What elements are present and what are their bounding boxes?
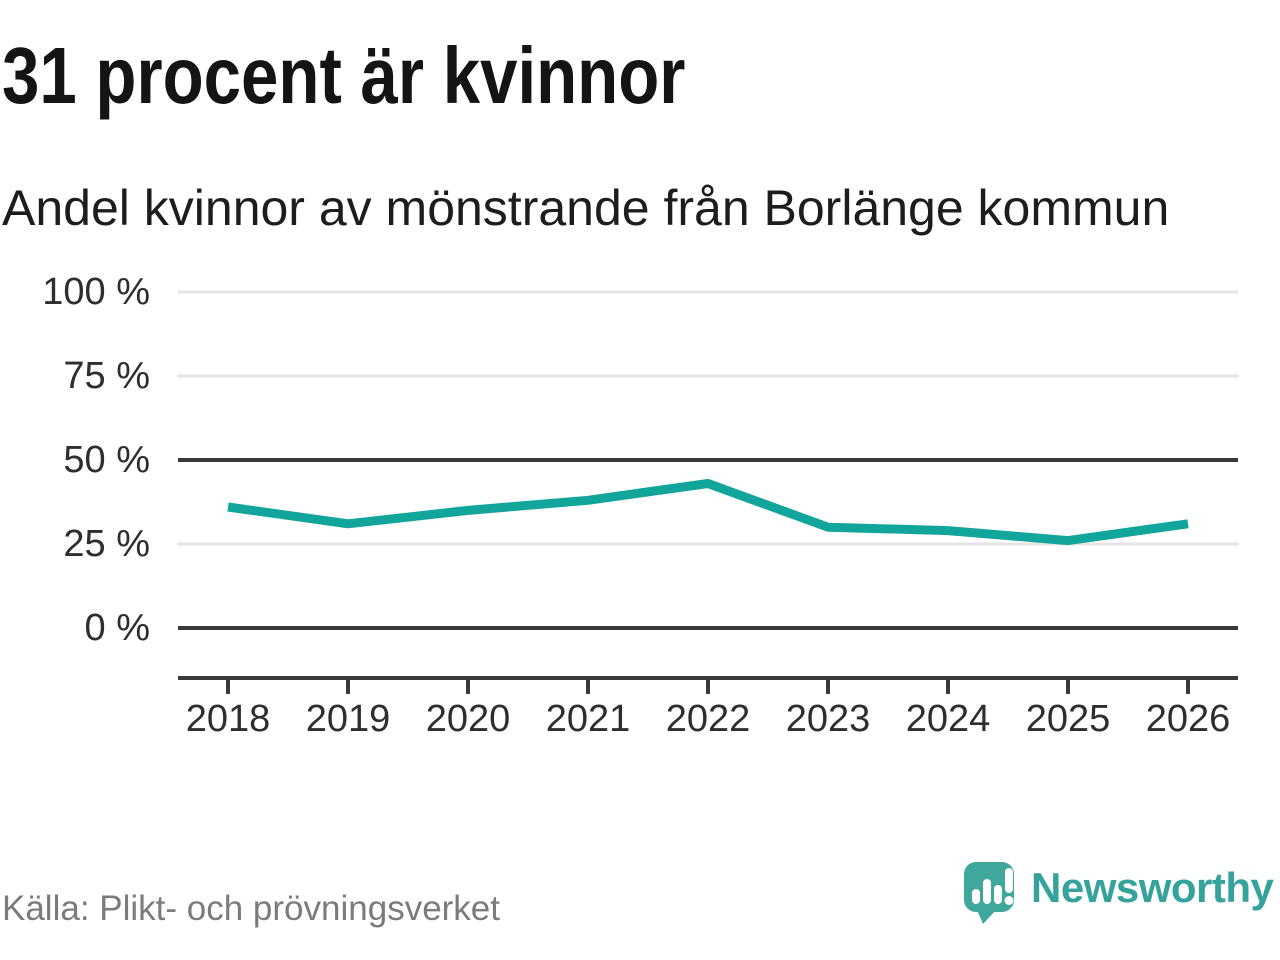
x-axis-label: 2023 <box>785 698 871 740</box>
x-axis-label: 2024 <box>905 698 991 740</box>
newsworthy-logo-icon <box>964 862 1014 924</box>
x-axis-label: 2022 <box>665 698 751 740</box>
y-axis-label: 25 % <box>63 523 150 565</box>
newsworthy-wordmark: Newsworthy <box>1031 864 1274 911</box>
source-note: Källa: Plikt- och prövningsverket <box>2 889 500 928</box>
y-axis-label: 100 % <box>42 271 150 313</box>
page-subtitle: Andel kvinnor av mönstrande från Borläng… <box>2 180 1170 236</box>
x-axis-label: 2026 <box>1145 698 1231 740</box>
x-axis-label: 2020 <box>425 698 511 740</box>
y-axis-label: 75 % <box>63 355 150 397</box>
page-title: 31 procent är kvinnor <box>2 31 686 120</box>
data-line-andel-kvinnor <box>227 479 1189 546</box>
x-axis-label: 2018 <box>185 698 271 740</box>
x-axis-label: 2021 <box>545 698 631 740</box>
y-axis-label: 0 % <box>84 607 150 649</box>
y-axis-label: 50 % <box>63 439 150 481</box>
x-axis-label: 2019 <box>305 698 391 740</box>
x-axis-label: 2025 <box>1025 698 1111 740</box>
